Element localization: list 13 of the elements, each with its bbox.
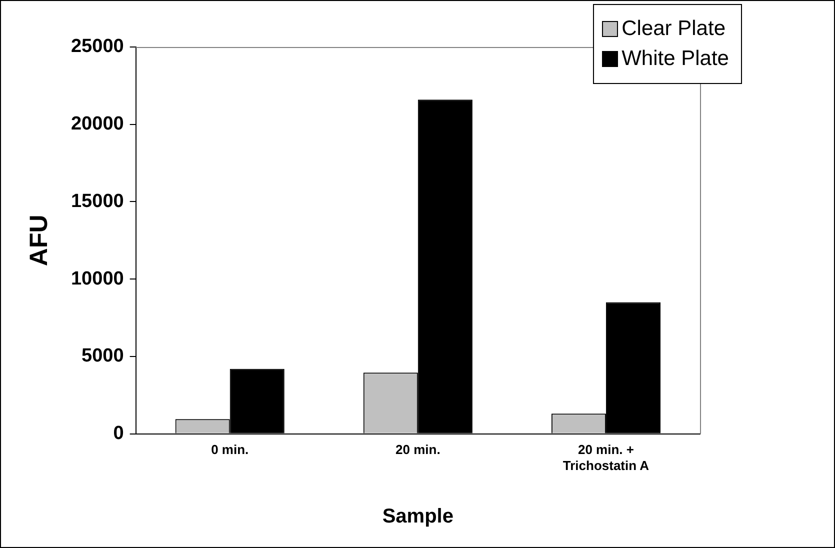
legend-label: White Plate xyxy=(622,47,729,71)
y-tick-label: 25000 xyxy=(70,36,124,58)
x-tick-label: 0 min. xyxy=(211,442,249,458)
y-tick-label: 20000 xyxy=(70,114,124,135)
y-tick-label: 10000 xyxy=(70,268,124,290)
y-axis-title: AFU xyxy=(24,214,53,266)
y-tick-label: 0 xyxy=(113,423,124,444)
legend-label: Clear Plate xyxy=(622,17,726,41)
y-tick-label: 15000 xyxy=(70,190,124,212)
x-tick-label: 20 min. xyxy=(396,442,440,458)
x-axis-title: Sample xyxy=(382,506,454,528)
x-tick-label: 20 min. + Trichostatin A xyxy=(562,442,650,473)
y-tick-label: 5000 xyxy=(82,346,124,367)
